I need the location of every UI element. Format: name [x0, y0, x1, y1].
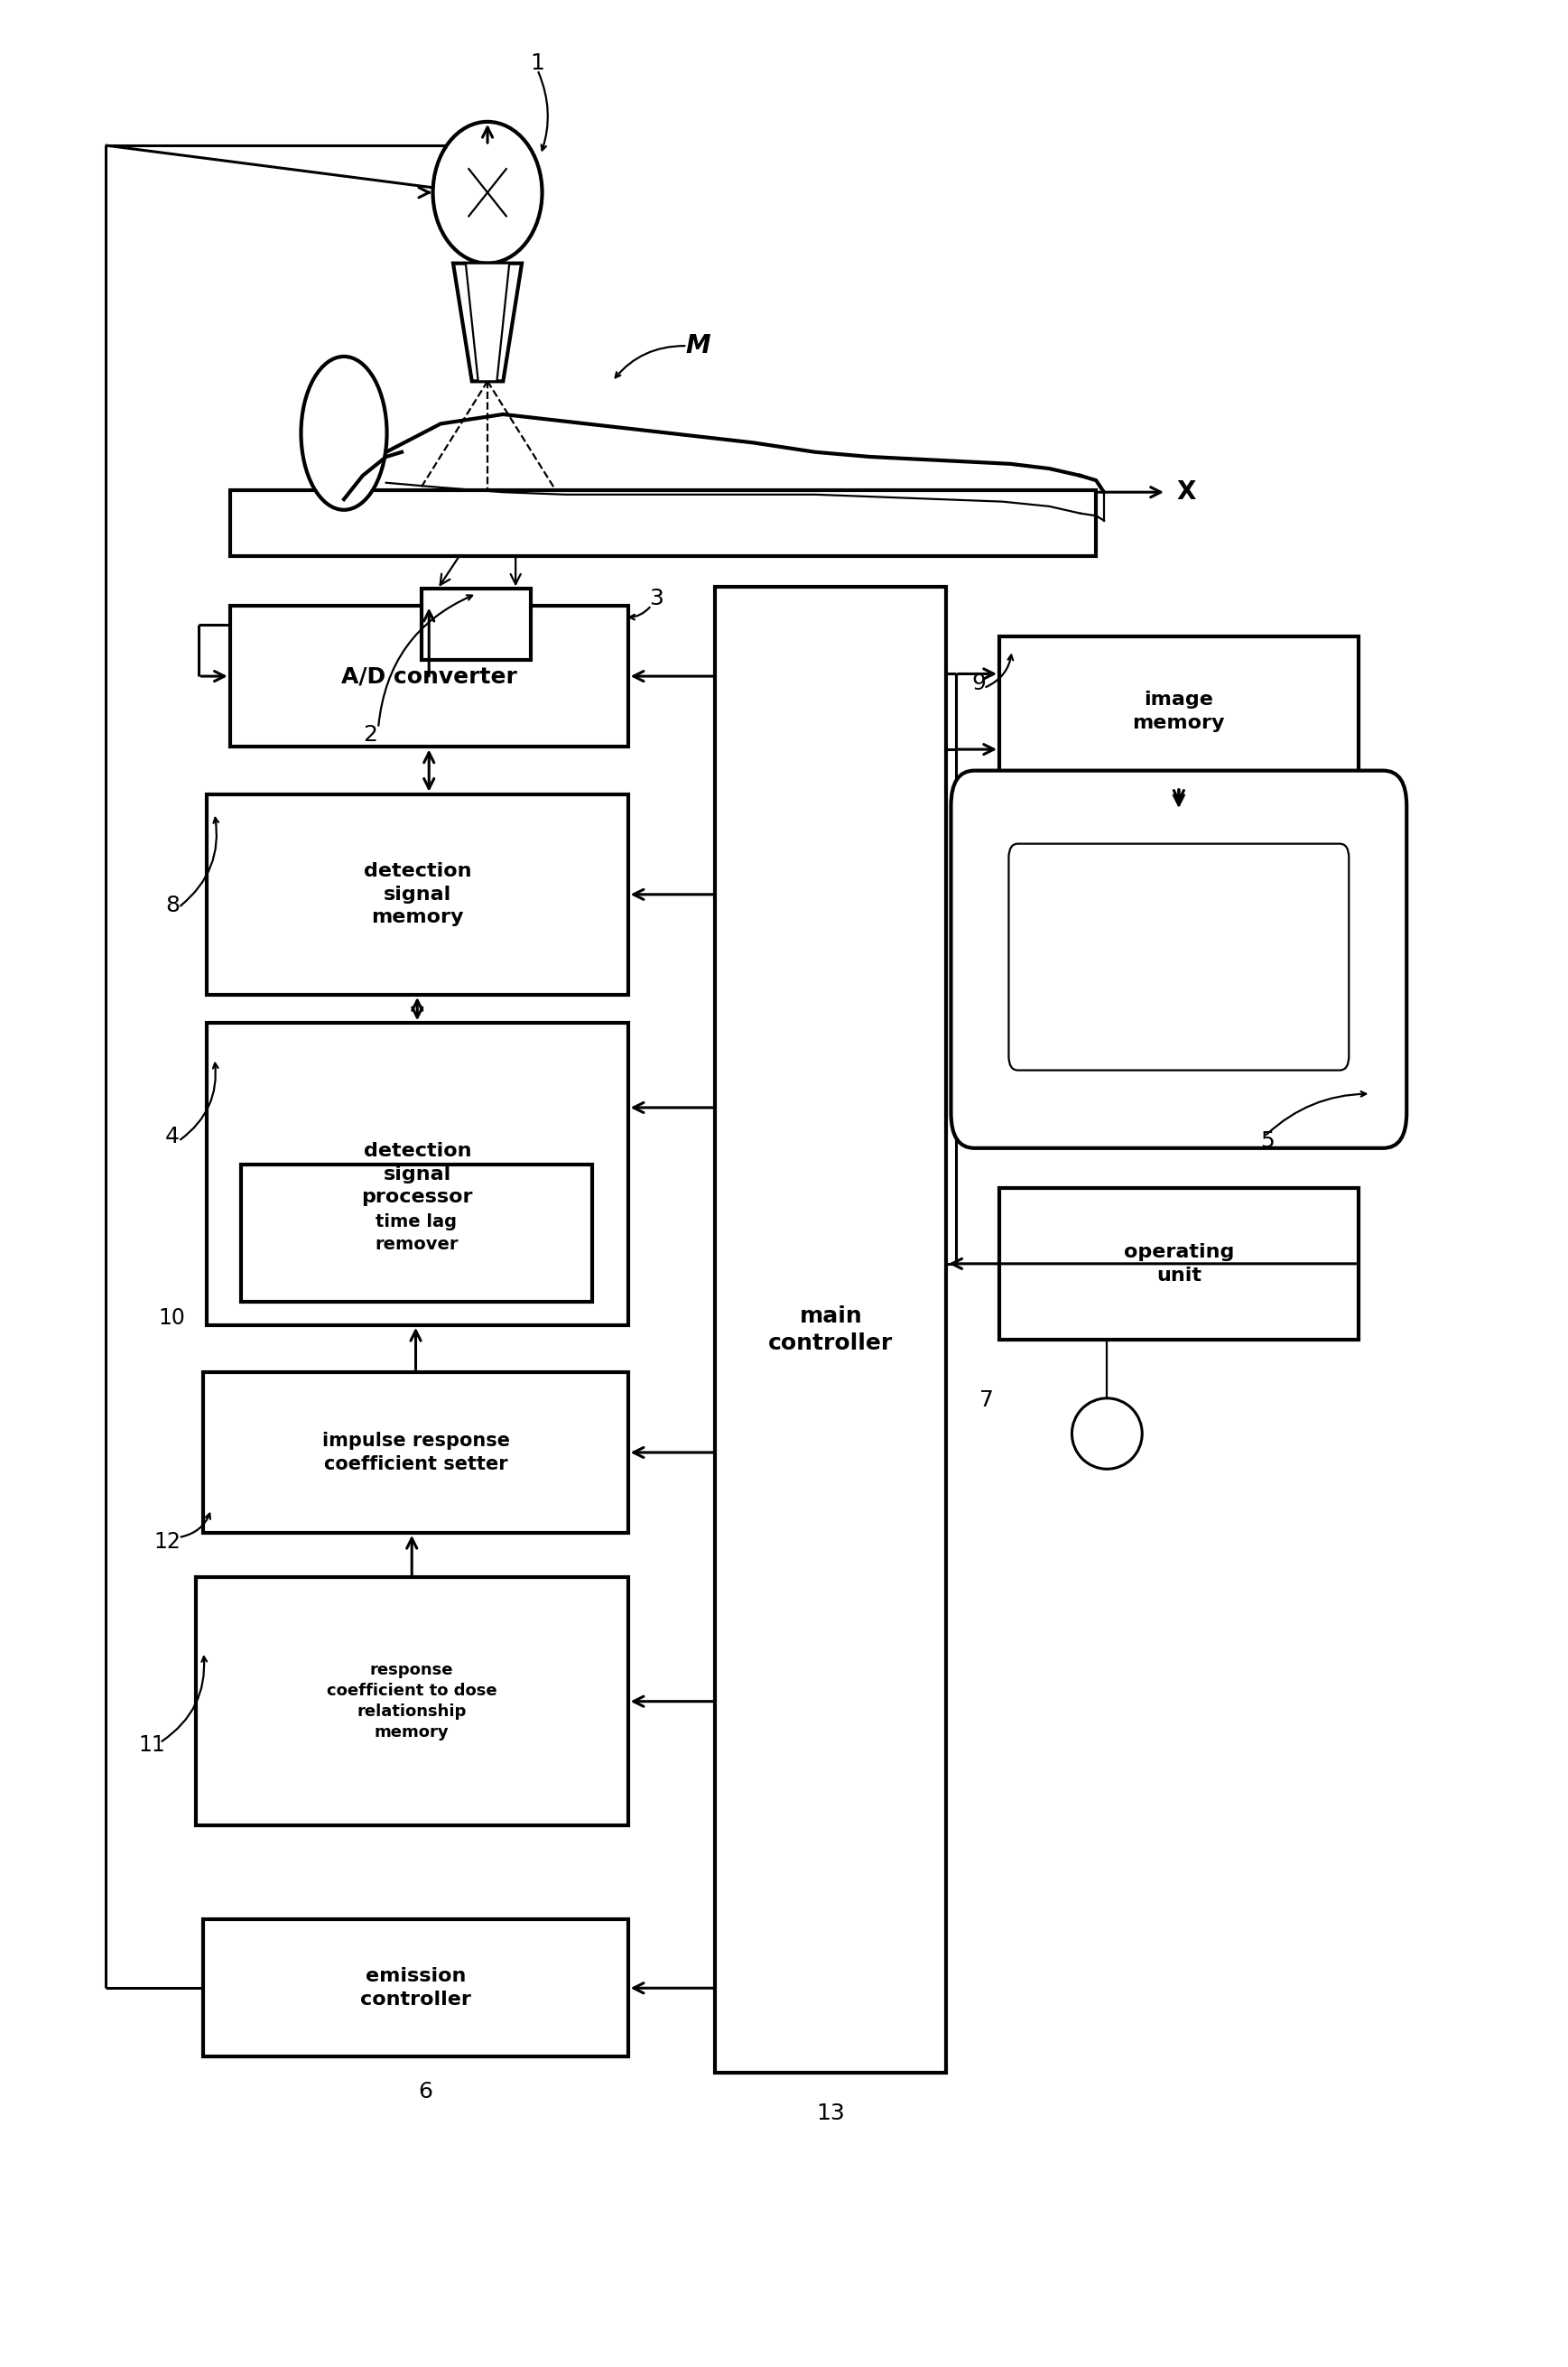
Text: 9: 9 [972, 672, 986, 694]
Text: A/D converter: A/D converter [340, 665, 517, 686]
Text: emission
controller: emission controller [361, 1967, 472, 2010]
FancyBboxPatch shape [950, 772, 1406, 1148]
Text: main
controller: main controller [768, 1304, 894, 1354]
Bar [999, 1188, 1358, 1340]
Polygon shape [453, 263, 522, 381]
Text: detection
signal
processor: detection signal processor [362, 1141, 474, 1207]
Bar [207, 795, 627, 994]
FancyBboxPatch shape [1008, 843, 1348, 1070]
Text: X: X [1178, 481, 1196, 504]
Text: 11: 11 [138, 1735, 166, 1756]
Text: impulse response
coefficient setter: impulse response coefficient setter [321, 1432, 510, 1472]
Ellipse shape [301, 357, 387, 509]
Bar [715, 587, 947, 2073]
Bar [241, 1165, 593, 1302]
Text: 4: 4 [165, 1124, 179, 1148]
Text: 12: 12 [154, 1531, 180, 1553]
Text: 13: 13 [817, 2102, 845, 2123]
Bar [422, 589, 532, 660]
Bar [999, 637, 1358, 788]
Bar [207, 1023, 627, 1326]
Text: time lag
remover: time lag remover [375, 1214, 458, 1252]
Ellipse shape [1073, 1399, 1142, 1470]
Text: M: M [685, 334, 710, 357]
Text: 7: 7 [980, 1389, 994, 1411]
Text: operating
unit: operating unit [1124, 1243, 1234, 1285]
Bar [204, 1373, 627, 1534]
Ellipse shape [433, 121, 543, 263]
Bar [230, 606, 627, 748]
Bar [204, 1920, 627, 2057]
Text: response
coefficient to dose
relationship
memory: response coefficient to dose relationshi… [326, 1662, 497, 1740]
Text: image
memory: image memory [1132, 691, 1225, 731]
Text: 3: 3 [649, 587, 663, 608]
Bar [196, 1576, 627, 1825]
Text: 6: 6 [417, 2081, 433, 2102]
Text: 1: 1 [530, 52, 544, 73]
Polygon shape [466, 263, 510, 381]
Text: 10: 10 [158, 1307, 185, 1328]
Text: 2: 2 [364, 724, 378, 746]
Text: detection
signal
memory: detection signal memory [364, 862, 472, 925]
Bar [230, 490, 1096, 556]
Text: 5: 5 [1261, 1129, 1275, 1153]
Text: 8: 8 [165, 895, 179, 916]
